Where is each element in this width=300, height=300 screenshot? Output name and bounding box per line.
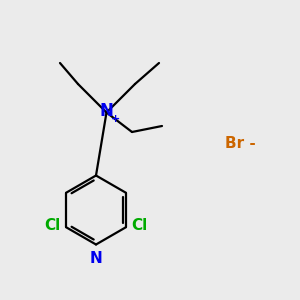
Text: Cl: Cl: [44, 218, 61, 233]
Text: Br -: Br -: [225, 136, 255, 152]
Text: Cl: Cl: [131, 218, 148, 233]
Text: N: N: [100, 102, 113, 120]
Text: +: +: [111, 114, 120, 124]
Text: N: N: [90, 251, 102, 266]
